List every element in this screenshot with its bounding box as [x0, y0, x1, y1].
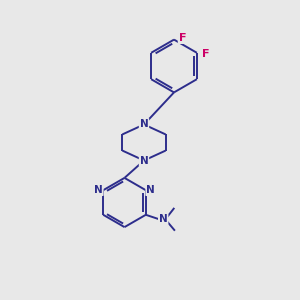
Text: F: F: [179, 33, 186, 43]
Text: N: N: [159, 214, 168, 224]
Text: N: N: [146, 185, 155, 195]
Text: F: F: [202, 49, 210, 59]
Text: N: N: [140, 156, 148, 166]
Text: N: N: [140, 119, 148, 129]
Text: N: N: [94, 185, 103, 195]
